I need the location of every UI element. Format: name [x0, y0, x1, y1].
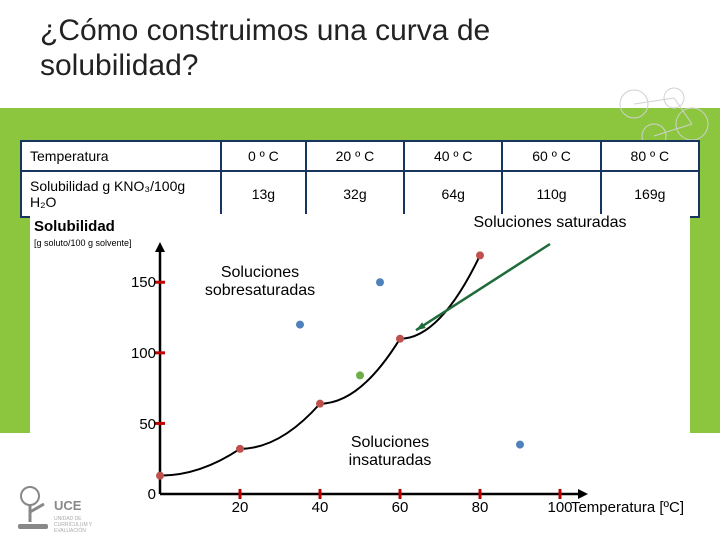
- table-cell: 20 º C: [306, 141, 404, 171]
- region-supersaturated-label: Soluciones sobresaturadas: [180, 264, 340, 299]
- y-axis-sublabel: [g soluto/100 g solvente]: [34, 238, 132, 248]
- y-axis-label: Solubilidad: [34, 218, 115, 235]
- chart-svg: [30, 214, 690, 524]
- x-tick: 40: [305, 499, 335, 516]
- x-tick: 80: [465, 499, 495, 516]
- uce-logo-icon: UCE UNIDAD DE CURRÍCULUM Y EVALUACIÓN: [10, 480, 110, 536]
- y-tick: 100: [118, 345, 156, 362]
- table-cell: 40 º C: [404, 141, 502, 171]
- solubility-chart: Solubilidad [g soluto/100 g solvente] Te…: [30, 214, 690, 524]
- table-cell: 32g: [306, 171, 404, 217]
- table-cell: 80 º C: [601, 141, 699, 171]
- x-tick: 100: [545, 499, 575, 516]
- table-cell: 0 º C: [221, 141, 306, 171]
- table-cell: 60 º C: [502, 141, 600, 171]
- solubility-table: Temperatura 0 º C 20 º C 40 º C 60 º C 8…: [20, 140, 700, 218]
- row-header: Temperatura: [21, 141, 221, 171]
- region-saturated-label: Soluciones saturadas: [470, 214, 630, 232]
- x-axis-label: Temperatura [ºC]: [571, 499, 684, 516]
- svg-text:UCE: UCE: [54, 498, 82, 513]
- table-row: Temperatura 0 º C 20 º C 40 º C 60 º C 8…: [21, 141, 699, 171]
- y-tick: 50: [118, 416, 156, 433]
- region-unsaturated-label: Soluciones insaturadas: [320, 434, 460, 469]
- svg-text:EVALUACIÓN: EVALUACIÓN: [54, 527, 86, 534]
- table-cell: 169g: [601, 171, 699, 217]
- svg-text:CURRÍCULUM Y: CURRÍCULUM Y: [54, 521, 93, 528]
- table-cell: 13g: [221, 171, 306, 217]
- y-tick: 150: [118, 274, 156, 291]
- x-tick: 60: [385, 499, 415, 516]
- x-tick: 20: [225, 499, 255, 516]
- slide-title: ¿Cómo construimos una curva de solubilid…: [40, 14, 640, 83]
- table-cell: 110g: [502, 171, 600, 217]
- table-row: Solubilidad g KNO₃/100g H₂O 13g 32g 64g …: [21, 171, 699, 217]
- y-tick: 0: [118, 486, 156, 503]
- table-cell: 64g: [404, 171, 502, 217]
- row-header: Solubilidad g KNO₃/100g H₂O: [21, 171, 221, 217]
